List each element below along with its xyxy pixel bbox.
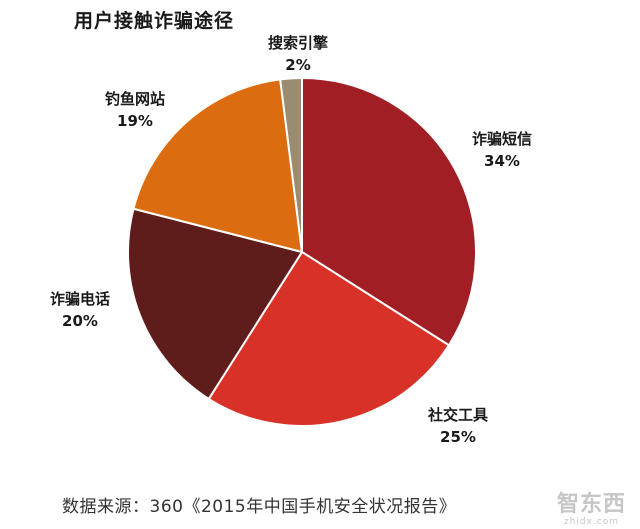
- slice-percent-phone: 20%: [62, 312, 98, 330]
- data-source-note: 数据来源：360《2015年中国手机安全状况报告》: [62, 497, 457, 517]
- chart-title: 用户接触诈骗途径: [74, 10, 235, 32]
- slice-label-search: 搜索引擎 2%: [250, 32, 346, 76]
- slice-name-phone: 诈骗电话: [49, 290, 110, 308]
- slice-name-social: 社交工具: [427, 406, 488, 424]
- slice-name-sms: 诈骗短信: [471, 130, 532, 148]
- slice-percent-search: 2%: [285, 56, 311, 74]
- slice-label-phone: 诈骗电话 20%: [32, 288, 128, 332]
- slice-search-engine: [279, 76, 303, 253]
- slice-phone: [127, 207, 303, 400]
- slice-percent-phishing: 19%: [117, 112, 153, 130]
- slice-label-sms: 诈骗短信 34%: [454, 128, 550, 172]
- slice-name-search: 搜索引擎: [267, 34, 328, 52]
- slice-name-phishing: 钓鱼网站: [104, 90, 165, 108]
- watermark-url: zhidx.com: [563, 517, 620, 527]
- watermark-name: 智东西: [556, 492, 626, 517]
- slice-phishing: [132, 78, 303, 253]
- slice-percent-sms: 34%: [484, 152, 520, 170]
- slice-label-phishing: 钓鱼网站 19%: [87, 88, 183, 132]
- slice-social-tools: [207, 251, 450, 427]
- slice-percent-social: 25%: [440, 428, 476, 446]
- slice-label-social: 社交工具 25%: [410, 404, 506, 448]
- site-watermark: 智东西 zhidx.com: [556, 492, 626, 528]
